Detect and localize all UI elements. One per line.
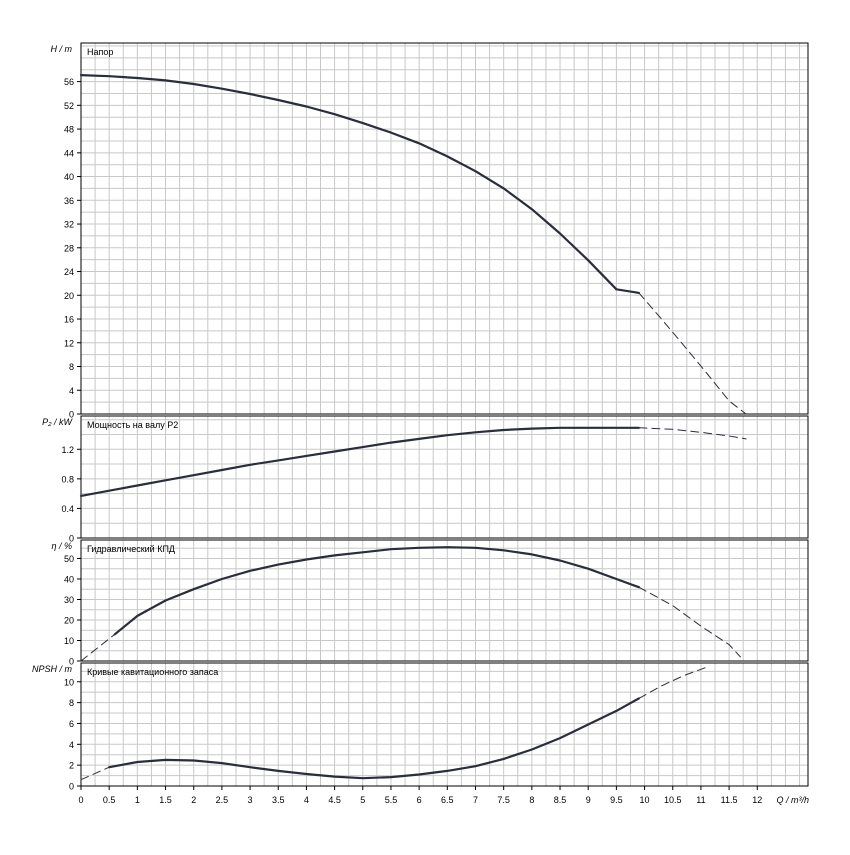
- y-tick-label: 0.4: [61, 504, 74, 514]
- x-tick-label: 5: [360, 795, 365, 805]
- y-tick-label: 52: [64, 101, 74, 111]
- panel-title-efficiency: Гидравлический КПД: [87, 544, 175, 554]
- curve-dashed-power: [638, 427, 747, 440]
- x-tick-label: 1: [135, 795, 140, 805]
- y-tick-label: 0: [69, 657, 74, 667]
- y-tick-label: 50: [64, 554, 74, 564]
- x-tick-label: 7.5: [497, 795, 510, 805]
- y-tick-label: 2: [69, 761, 74, 771]
- y-tick-label: 0: [69, 782, 74, 792]
- y-tick-label: 1.2: [61, 445, 74, 455]
- x-tick-label: 8.5: [554, 795, 567, 805]
- curve-solid-npsh: [108, 697, 640, 780]
- y-tick-label: 48: [64, 125, 74, 135]
- x-tick-label: 3.5: [272, 795, 285, 805]
- y-tick-label: 10: [64, 636, 74, 646]
- y-tick-label: 30: [64, 595, 74, 605]
- x-tick-label: 9.5: [610, 795, 623, 805]
- x-tick-label: 2.5: [216, 795, 229, 805]
- x-tick-label: 11: [696, 795, 705, 805]
- y-tick-label: 20: [64, 615, 74, 625]
- curve-dashed-head: [638, 292, 747, 415]
- y-axis-label-power: P₂ / kW: [42, 417, 73, 427]
- y-tick-label: 28: [64, 243, 74, 253]
- panel-frame-efficiency: [80, 539, 809, 662]
- x-tick-label: 0: [78, 795, 83, 805]
- y-tick-label: 0: [69, 410, 74, 420]
- y-tick-label: 4: [69, 386, 74, 396]
- y-tick-label: 56: [64, 77, 74, 87]
- x-tick-label: 10: [640, 795, 650, 805]
- y-tick-label: 12: [64, 338, 74, 348]
- curve-solid-power: [79, 426, 640, 497]
- y-tick-label: 6: [69, 719, 74, 729]
- x-tick-label: 6.5: [441, 795, 454, 805]
- curve-dashed2-npsh: [638, 666, 708, 699]
- x-tick-label: 11.5: [721, 795, 738, 805]
- y-tick-label: 32: [64, 220, 74, 230]
- panel-title-power: Мощность на валу P2: [87, 420, 178, 430]
- panel-title-npsh: Кривые кавитационного запаса: [87, 667, 218, 677]
- x-tick-label: 7: [473, 795, 478, 805]
- curve-dashed-npsh: [80, 766, 110, 781]
- y-tick-label: 0.8: [61, 474, 74, 484]
- y-axis-label-npsh: NPSH / m: [32, 664, 73, 674]
- x-tick-label: 1.5: [159, 795, 172, 805]
- x-tick-label: 8: [529, 795, 534, 805]
- y-tick-label: 40: [64, 172, 74, 182]
- x-tick-label: 9: [586, 795, 591, 805]
- x-tick-label: 3: [248, 795, 253, 805]
- y-tick-label: 44: [64, 148, 74, 158]
- y-tick-label: 36: [64, 196, 74, 206]
- x-tick-label: 4: [304, 795, 309, 805]
- y-tick-label: 24: [64, 267, 74, 277]
- curve-dashed-efficiency: [80, 633, 116, 662]
- y-tick-label: 8: [69, 698, 74, 708]
- panel-frame-power: [80, 415, 809, 539]
- x-tick-label: 12: [752, 795, 762, 805]
- x-tick-label: 6: [417, 795, 422, 805]
- x-tick-label: 0.5: [103, 795, 116, 805]
- curve-solid-efficiency: [113, 546, 640, 636]
- y-tick-label: 10: [64, 677, 74, 687]
- curve-solid-head: [79, 74, 640, 294]
- y-tick-label: 20: [64, 291, 74, 301]
- x-tick-label: 4.5: [328, 795, 341, 805]
- y-axis-label-head: H / m: [51, 44, 73, 54]
- x-tick-label: 10.5: [664, 795, 682, 805]
- y-axis-label-efficiency: η / %: [51, 541, 72, 551]
- curve-dashed2-efficiency: [638, 586, 741, 658]
- y-tick-label: 16: [64, 315, 74, 325]
- x-axis-label: Q / m³/h: [776, 795, 809, 805]
- panel-frame-head: [80, 42, 809, 415]
- x-tick-label: 5.5: [385, 795, 398, 805]
- y-tick-label: 8: [69, 362, 74, 372]
- panel-frame-npsh: [80, 662, 809, 787]
- x-tick-label: 2: [191, 795, 196, 805]
- y-tick-label: 0: [69, 534, 74, 544]
- y-tick-label: 40: [64, 574, 74, 584]
- y-tick-label: 4: [69, 740, 74, 750]
- panel-title-head: Напор: [87, 47, 113, 57]
